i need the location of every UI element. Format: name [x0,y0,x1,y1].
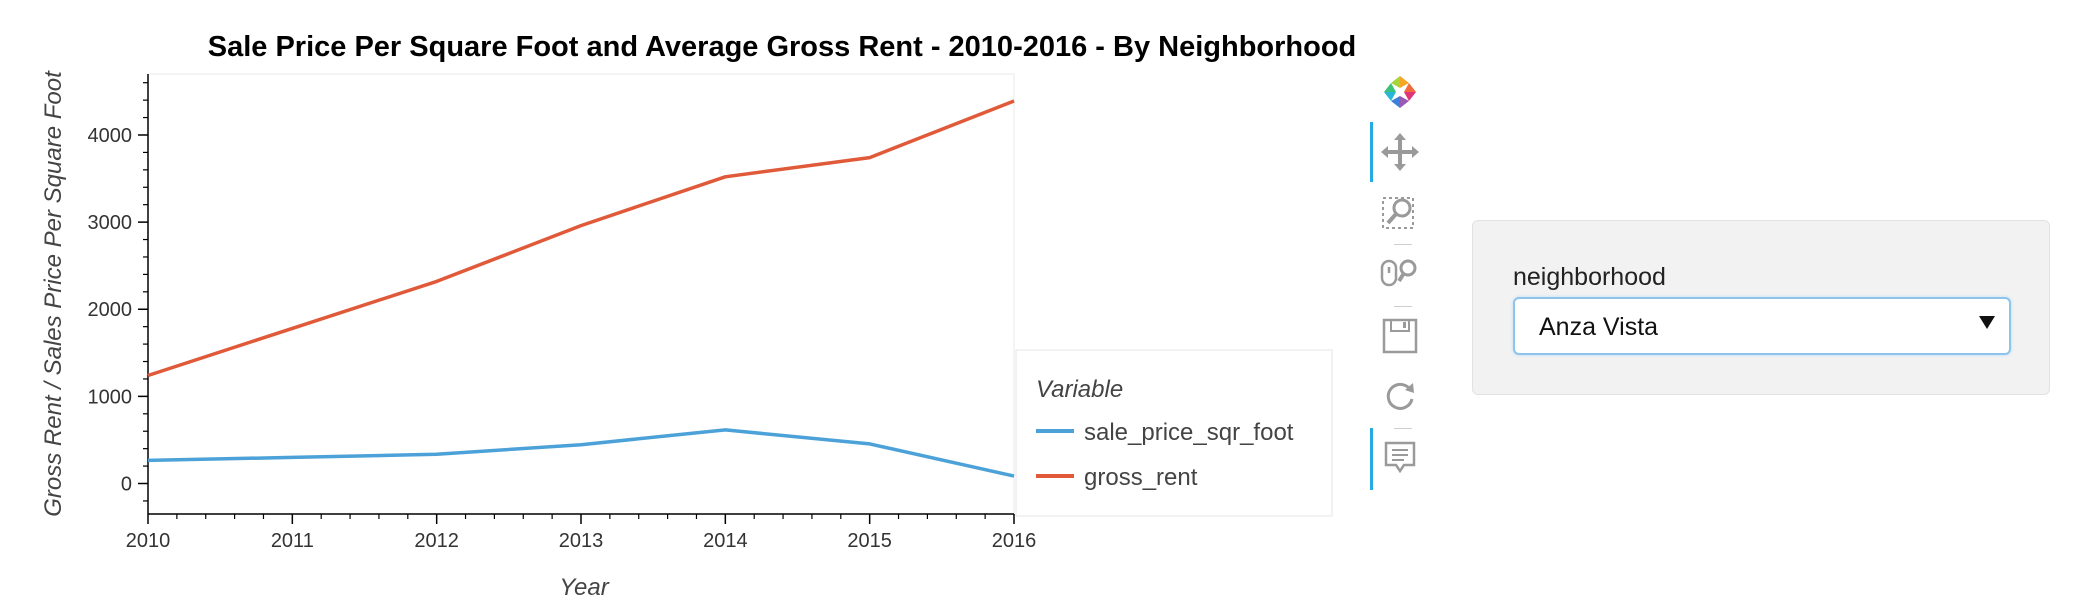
data-point-sale-price-sqr-foot[interactable] [723,428,727,432]
data-point-gross-rent[interactable] [146,373,150,377]
wheel-zoom-icon[interactable] [1370,250,1430,298]
hover-active-indicator [1370,428,1373,490]
neighborhood-select-value: Anza Vista [1539,313,1659,341]
plot-toolbar [1370,66,1430,496]
chart-title: Sale Price Per Square Foot and Average G… [208,31,1357,63]
widget-panel: neighborhood Anza Vista [1472,220,2050,395]
data-point-sale-price-sqr-foot[interactable] [579,443,583,447]
series-lines [146,99,1016,478]
save-icon[interactable] [1370,312,1430,360]
data-point-gross-rent[interactable] [723,175,727,179]
data-point-gross-rent[interactable] [579,224,583,228]
axes: 0 1000 2000 3000 4000 2010 2011 2012 2013 2014 201… [88,74,1037,552]
legend: Variable sale_price_sqr_foot gross_rent [1015,349,1333,517]
pan-icon[interactable] [1370,128,1430,176]
legend-title: Variable [1036,376,1123,403]
hover-icon[interactable] [1370,434,1430,482]
data-point-sale-price-sqr-foot[interactable] [1012,474,1016,478]
x-tick-label: 2013 [559,530,604,552]
data-point-gross-rent[interactable] [1012,99,1016,103]
x-axis-label: Year [559,574,609,601]
y-tick-label: 4000 [88,125,133,147]
dropdown-caret-icon[interactable] [1979,316,1995,329]
y-tick-label: 0 [121,474,132,496]
y-tick-label: 3000 [88,212,133,234]
data-point-sale-price-sqr-foot[interactable] [146,458,150,462]
legend-label: gross_rent [1084,464,1198,491]
series-line-gross-rent [147,99,1015,378]
toolbar-separator [1394,428,1412,429]
data-point-sale-price-sqr-foot[interactable] [868,442,872,446]
toolbar-separator [1394,244,1412,245]
data-point-gross-rent[interactable] [868,156,872,160]
data-point-sale-price-sqr-foot[interactable] [435,452,439,456]
x-tick-label: 2016 [992,530,1037,552]
x-tick-label: 2014 [703,530,748,552]
pan-active-indicator [1370,122,1373,182]
y-axis-label: Gross Rent / Sales Price Per Square Foot [40,70,67,517]
bokeh-logo-icon[interactable] [1370,68,1430,116]
data-point-gross-rent[interactable] [290,326,294,330]
x-tick-label: 2015 [847,530,892,552]
series-line-sale-price-sqr-foot [147,428,1015,478]
x-tick-label: 2011 [271,530,314,552]
chart: Sale Price Per Square Foot and Average G… [40,31,1357,601]
reset-icon[interactable] [1370,372,1430,420]
y-tick-label: 1000 [88,386,133,408]
neighborhood-label: neighborhood [1513,263,1666,291]
x-tick-label: 2012 [414,530,459,552]
y-tick-label: 2000 [88,299,133,321]
x-tick-label: 2010 [126,530,171,552]
data-point-gross-rent[interactable] [435,279,439,283]
toolbar-separator [1394,306,1412,307]
neighborhood-select[interactable]: Anza Vista [1513,297,2011,355]
box-zoom-icon[interactable] [1370,188,1430,236]
data-point-sale-price-sqr-foot[interactable] [290,455,294,459]
legend-label: sale_price_sqr_foot [1084,419,1294,446]
